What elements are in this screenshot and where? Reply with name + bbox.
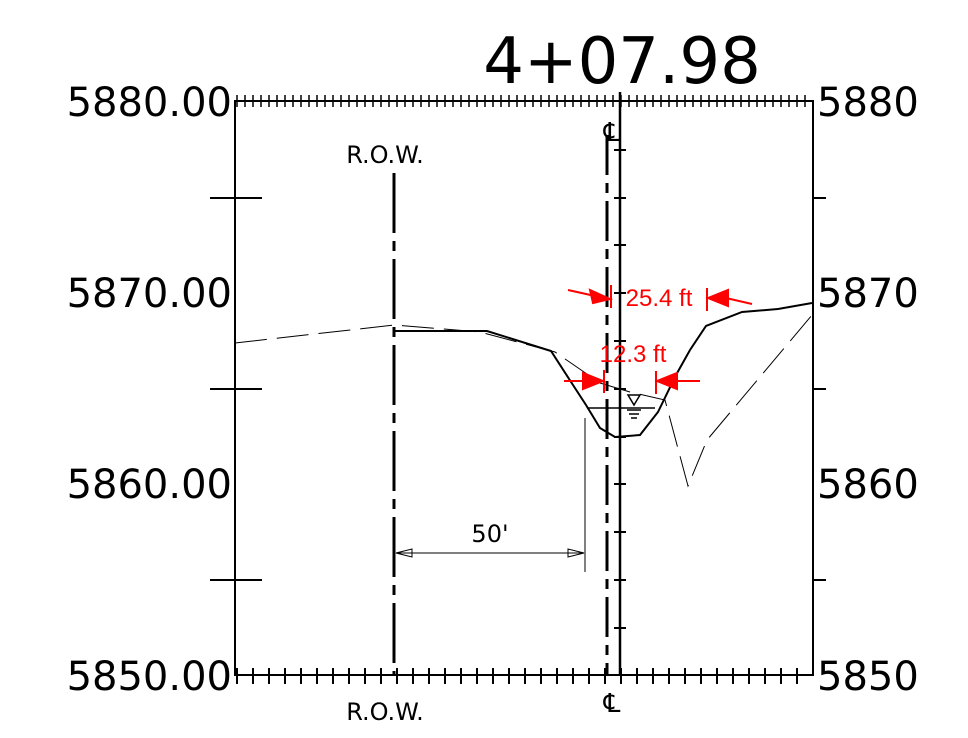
frame-tick-marks (236, 95, 806, 684)
elevation-label-right-5850: 5850 (817, 654, 919, 700)
left-major-ticks (210, 197, 826, 581)
water-width-label: 12.3 ft (600, 341, 667, 368)
row-label-top: R.O.W. (346, 141, 424, 169)
existing-ground-line (234, 314, 813, 488)
centerline-symbol-top: ℄ (603, 118, 621, 148)
row-label-bottom: R.O.W. (346, 698, 424, 726)
water-surface-icon (626, 394, 642, 419)
elevation-label-left-5870: 5870.00 (67, 271, 232, 317)
section-frame (234, 100, 814, 676)
top-width-leader-right (725, 297, 753, 305)
centerline-symbol-bottom: ℄ (603, 689, 621, 719)
top-width-label: 25.4 ft (626, 285, 693, 312)
dimension-arrow-right-icon (567, 548, 585, 558)
elevation-label-right-5860: 5860 (817, 462, 919, 508)
station-title: 4+07.98 (483, 25, 761, 99)
offset-dimension-label: 50' (471, 520, 508, 548)
channel-profile-line (394, 302, 813, 439)
elevation-label-left-5850: 5850.00 (67, 654, 232, 700)
elevation-label-right-5870: 5870 (817, 271, 919, 317)
elevation-label-left-5860: 5860.00 (67, 462, 232, 508)
water-width-arrow-right-icon (654, 371, 678, 391)
top-width-arrow-right-icon (705, 288, 729, 308)
top-width-arrow-left-icon (588, 288, 614, 305)
water-width-arrow-left-icon (582, 371, 606, 391)
dimension-arrow-left-icon (395, 548, 413, 558)
elevation-label-left-5880: 5880.00 (67, 80, 232, 126)
elevation-label-right-5880: 5880 (817, 80, 919, 126)
